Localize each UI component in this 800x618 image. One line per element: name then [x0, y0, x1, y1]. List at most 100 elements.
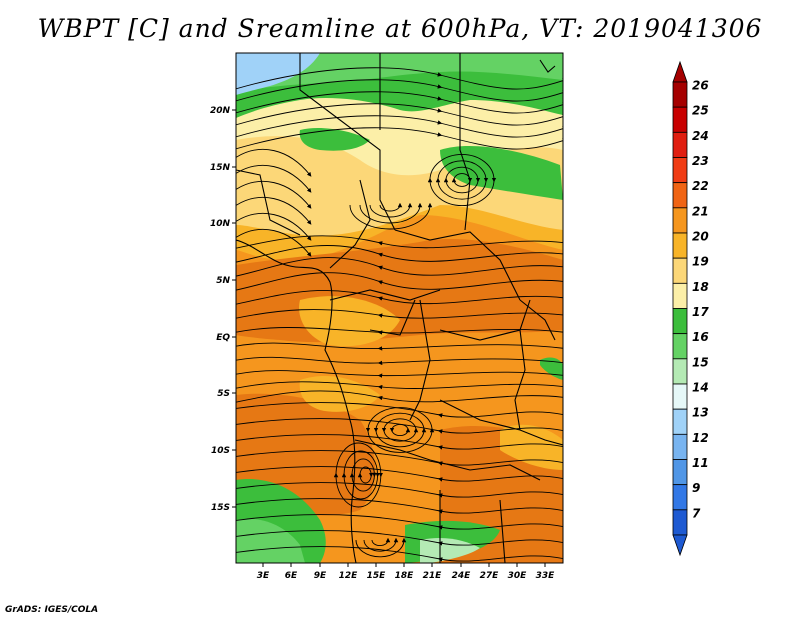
streamline	[236, 482, 563, 498]
colorbar-swatch	[672, 282, 688, 309]
streamline	[236, 402, 563, 418]
lat-tick-label: 5S	[217, 389, 230, 399]
streamline	[379, 202, 403, 212]
map-frame	[235, 52, 564, 564]
streamline	[236, 228, 312, 257]
streamline	[236, 546, 563, 562]
colorbar-label: 25	[692, 104, 709, 118]
lat-tick-label: EQ	[216, 333, 230, 343]
streamline	[236, 196, 312, 225]
border-line	[369, 299, 416, 336]
streamline	[349, 202, 433, 230]
border-line	[329, 289, 441, 301]
border-line	[439, 399, 563, 446]
colorbar-label: 18	[692, 280, 709, 294]
lon-tick-label: 9E	[314, 571, 327, 581]
border-line	[236, 239, 357, 563]
lon-tick-label: 24E	[452, 571, 472, 581]
colorbar-bottom-arrow	[672, 534, 688, 557]
longitude-axis: 3E 6E 9E 12E 15E 18E 21E 24E 27E 30E 33E	[257, 563, 555, 581]
streamline	[236, 530, 563, 546]
lat-tick-label: 5N	[216, 276, 230, 286]
colorbar-swatch	[672, 81, 688, 108]
colorbar-swatch	[672, 308, 688, 335]
lon-tick-label: 21E	[423, 571, 443, 581]
streamline	[236, 290, 563, 307]
colorbar-swatch	[672, 232, 688, 259]
streamlines	[236, 67, 563, 562]
colorbar-label: 11	[692, 456, 709, 470]
lon-tick-label: 15E	[367, 571, 387, 581]
border-line	[539, 59, 556, 73]
map-title: WBPT [C] and Sreamline at 600hPa, VT: 20…	[37, 14, 763, 43]
colorbar-label: 26	[692, 79, 709, 93]
colorbar: 26 25 24 23 22 21 20 19 18 17 16 15 14 13 12 11 9 7	[672, 60, 709, 557]
streamline	[236, 257, 563, 279]
colorbar-label: 17	[692, 305, 709, 319]
colorbar-swatch	[672, 131, 688, 158]
field-region-blue	[236, 53, 320, 95]
colorbar-swatch	[672, 383, 688, 410]
lat-tick-label: 10N	[210, 219, 231, 229]
lon-tick-label: 12E	[339, 571, 359, 581]
border-line	[409, 299, 431, 421]
border-line	[459, 53, 471, 231]
colorbar-swatch	[672, 408, 688, 435]
grads-credit: GrADS: IGES/COLA	[5, 605, 99, 615]
colorbar-swatch	[672, 433, 688, 460]
border-line	[514, 329, 526, 431]
streamline	[236, 327, 563, 335]
border-line	[499, 499, 506, 563]
field-region-green	[440, 145, 563, 200]
streamline	[236, 272, 563, 293]
colorbar-label: 16	[692, 330, 709, 344]
streamline	[236, 466, 563, 482]
colorbar-label: 13	[692, 406, 709, 420]
lat-tick-label: 20N	[210, 106, 231, 116]
colorbar-swatch	[672, 358, 688, 385]
border-line	[394, 229, 521, 301]
streamline	[359, 202, 423, 224]
streamline	[236, 342, 563, 351]
colorbar-swatch	[672, 207, 688, 234]
streamline	[236, 381, 563, 391]
streamline	[236, 235, 563, 251]
field-region-light_orange	[500, 424, 563, 470]
colorbar-swatch	[672, 157, 688, 184]
colorbar-label: 20	[692, 230, 709, 244]
colorbar-swatch	[672, 484, 688, 511]
streamline	[236, 180, 312, 209]
colorbar-label: 22	[692, 179, 709, 193]
streamline	[236, 390, 563, 405]
lat-tick-label: 10S	[211, 446, 230, 456]
streamline	[236, 127, 563, 150]
lon-tick-label: 27E	[480, 571, 500, 581]
colorbar-label: 7	[692, 506, 701, 520]
colorbar-label: 14	[692, 381, 709, 395]
lat-tick-label: 15S	[211, 503, 230, 513]
colorbar-swatch	[672, 106, 688, 133]
streamline	[427, 153, 497, 207]
streamline	[236, 514, 563, 530]
colorbar-swatch	[672, 257, 688, 284]
streamline	[236, 498, 563, 514]
colorbar-label: 15	[692, 355, 709, 369]
colorbar-swatch	[672, 509, 688, 536]
streamline	[236, 434, 563, 450]
lon-tick-label: 6E	[285, 571, 298, 581]
field-region-green	[299, 128, 370, 151]
streamline	[236, 309, 563, 321]
colorbar-label: 21	[692, 204, 709, 218]
border-line	[354, 439, 431, 461]
streamline	[236, 148, 312, 177]
streamline	[369, 202, 413, 218]
field-region-light_green	[236, 53, 563, 92]
colorbar-label: 23	[692, 154, 709, 168]
streamline	[236, 245, 563, 265]
colorbar-swatch	[672, 182, 688, 209]
border-line	[236, 169, 301, 236]
streamline	[236, 370, 563, 378]
border-line	[299, 53, 396, 231]
border-line	[439, 299, 531, 341]
